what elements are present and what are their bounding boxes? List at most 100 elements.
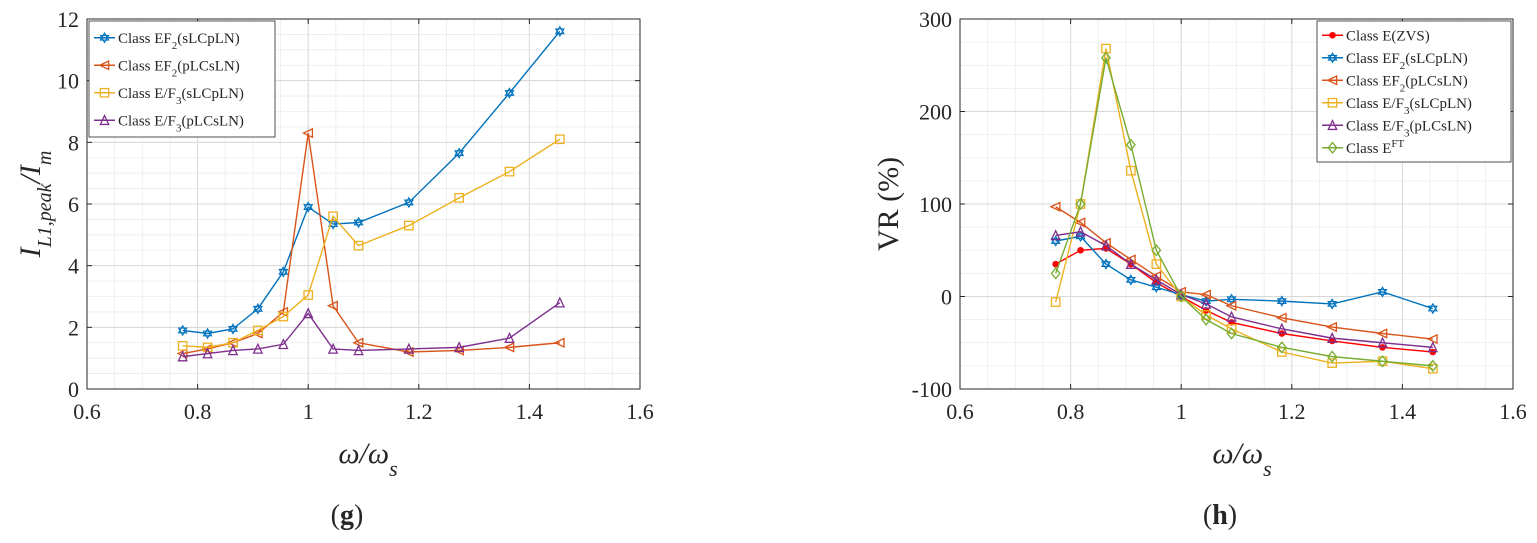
x-tick-label: 1.6 xyxy=(626,399,654,424)
x-tick-label: 0.6 xyxy=(946,399,974,424)
data-point xyxy=(553,337,565,348)
panel-label: (h) xyxy=(1203,500,1237,531)
x-tick-label: 1.6 xyxy=(1499,399,1527,424)
data-point xyxy=(278,338,289,350)
data-point xyxy=(353,216,364,229)
series-line xyxy=(1055,235,1434,310)
legend-swatch-marker xyxy=(1329,31,1336,39)
y-tick-label: 8 xyxy=(68,130,79,155)
x-tick-label: 1.2 xyxy=(405,399,433,424)
data-point xyxy=(453,341,465,353)
data-point xyxy=(1075,197,1086,211)
y-axis-label: IL1,peak/Im xyxy=(14,151,56,259)
y-tick-label: -100 xyxy=(912,377,952,402)
y-tick-label: 6 xyxy=(68,192,79,217)
data-point xyxy=(177,350,188,362)
legend-entry: Class E/F3(pLCsLN) xyxy=(94,113,244,134)
data-point xyxy=(1275,312,1287,324)
data-point xyxy=(1075,225,1086,237)
x-tick-label: 1 xyxy=(1176,399,1187,424)
data-point xyxy=(301,127,314,139)
legend-label: Class E/F3(pLCsLN) xyxy=(1346,118,1472,139)
data-point xyxy=(326,300,338,311)
data-point xyxy=(1426,333,1438,345)
data-point xyxy=(252,303,263,315)
y-tick-label: 10 xyxy=(57,69,79,94)
data-point xyxy=(1176,290,1187,303)
y-tick-label: 100 xyxy=(919,192,952,217)
legend-entry: Class EF2(sLCpLN) xyxy=(94,31,240,52)
data-point xyxy=(1427,359,1438,373)
data-point xyxy=(227,323,239,335)
data-point xyxy=(177,340,188,351)
chart-panel-g: 0.6 0.8 1 1.2 1.4 1.6 0 2 4 6 8 10 12 Class EF2(sLCpL… xyxy=(14,7,654,531)
legend-box xyxy=(1316,20,1512,163)
data-point xyxy=(1125,274,1136,286)
tick-group: 0.6 0.8 1 1.2 1.4 1.6 0 2 4 6 8 10 12 xyxy=(57,7,654,424)
series-4 xyxy=(1050,225,1439,353)
data-point xyxy=(1327,350,1338,363)
legend-swatch-marker xyxy=(99,31,110,44)
data-point xyxy=(1151,259,1162,269)
y-tick-label: 0 xyxy=(68,377,79,402)
data-point xyxy=(1226,293,1237,306)
data-point xyxy=(1151,273,1162,285)
legend-box xyxy=(88,20,276,138)
series-line xyxy=(1055,231,1433,349)
data-point xyxy=(1125,257,1137,269)
legend-swatch-marker xyxy=(1327,119,1338,131)
series-5 xyxy=(1050,51,1438,373)
data-point xyxy=(1226,327,1237,340)
x-tick-label: 1.4 xyxy=(1389,399,1417,424)
data-point xyxy=(1151,281,1162,294)
data-point xyxy=(1276,341,1287,354)
data-point xyxy=(278,266,289,278)
data-point xyxy=(1201,313,1212,326)
data-point xyxy=(1050,267,1061,280)
data-point xyxy=(1225,300,1237,311)
legend-label: Class E/F3(pLCsLN) xyxy=(118,113,244,134)
data-point xyxy=(328,211,338,222)
data-point xyxy=(1150,270,1162,282)
data-point xyxy=(554,296,566,308)
data-point xyxy=(1075,230,1086,243)
y-tick-label: 0 xyxy=(941,285,952,310)
legend-swatch-marker xyxy=(1327,97,1338,108)
data-point xyxy=(1226,310,1237,322)
data-point xyxy=(303,290,314,300)
data-point xyxy=(1199,289,1211,300)
data-point xyxy=(454,147,465,159)
data-point xyxy=(1276,295,1287,307)
legend-swatch-marker xyxy=(1327,51,1338,64)
legend-entry: Class E/F3(sLCpLN) xyxy=(1322,96,1472,117)
tick-group: 0.6 0.8 1 1.2 1.4 1.6 -100 0 100 200 300 xyxy=(912,7,1527,424)
x-axis-label: ω/ωs xyxy=(1212,437,1271,481)
series-line xyxy=(1055,206,1433,340)
data-point xyxy=(1126,165,1136,176)
data-point xyxy=(1200,297,1212,309)
legend-label: Class E/F3(sLCpLN) xyxy=(118,86,244,107)
data-point xyxy=(202,347,213,359)
legend-entry: Class EF2(sLCpLN) xyxy=(1322,51,1468,72)
x-tick-label: 0.8 xyxy=(184,399,212,424)
data-point xyxy=(1074,217,1086,228)
legend-label: Class E/F3(sLCpLN) xyxy=(1346,96,1472,117)
data-point xyxy=(403,342,415,354)
data-point xyxy=(403,196,414,209)
legend-entry: Class E/F3(pLCsLN) xyxy=(1322,118,1472,139)
data-point xyxy=(503,342,515,353)
data-point xyxy=(303,201,314,213)
data-point xyxy=(302,307,314,319)
data-point xyxy=(278,311,289,322)
series-line xyxy=(1055,57,1433,367)
legend-entry: Class E(ZVS) xyxy=(1322,28,1430,44)
legend-label: Class EFT xyxy=(1346,138,1405,157)
data-point xyxy=(253,325,263,336)
data-point xyxy=(1427,363,1438,374)
data-point xyxy=(454,192,465,203)
data-point xyxy=(1325,321,1338,333)
x-axis-label: ω/ωs xyxy=(338,437,397,481)
data-point xyxy=(1326,331,1338,343)
legend-label: Class EF2(sLCpLN) xyxy=(118,31,240,52)
